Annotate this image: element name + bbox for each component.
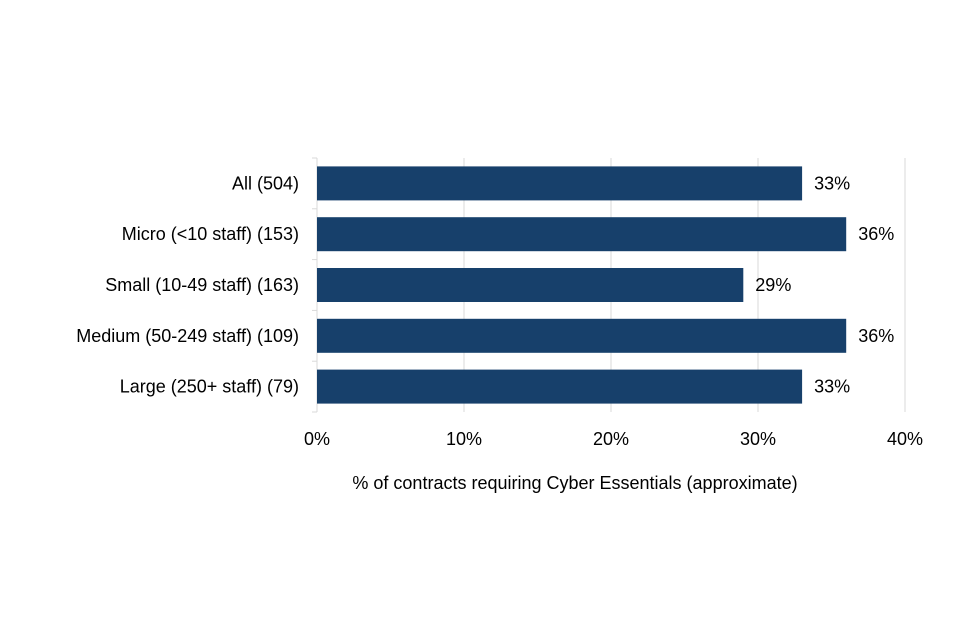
category-label: All (504) — [232, 173, 299, 193]
category-label: Small (10-49 staff) (163) — [105, 275, 299, 295]
x-tick-label: 20% — [593, 429, 629, 449]
labels: 0% 10% 20% 30% 40% All (504) 33% Micro (<10 sta… — [76, 173, 923, 449]
category-label: Micro (<10 staff) (153) — [122, 224, 299, 244]
category-label: Medium (50-249 staff) (109) — [76, 326, 299, 346]
x-tick-label: 0% — [304, 429, 330, 449]
bar — [317, 268, 744, 302]
x-tick-label: 40% — [887, 429, 923, 449]
bar — [317, 318, 847, 353]
x-tick-label: 10% — [446, 429, 482, 449]
data-label: 33% — [814, 377, 850, 397]
x-tick-label: 30% — [740, 429, 776, 449]
bar — [317, 166, 803, 201]
data-label: 29% — [755, 275, 791, 295]
x-axis-title: % of contracts requiring Cyber Essential… — [352, 473, 797, 493]
data-label: 36% — [858, 326, 894, 346]
category-label: Large (250+ staff) (79) — [120, 377, 299, 397]
data-label: 36% — [858, 224, 894, 244]
bar — [317, 217, 847, 252]
bars — [317, 166, 847, 404]
bar — [317, 369, 803, 404]
data-label: 33% — [814, 173, 850, 193]
